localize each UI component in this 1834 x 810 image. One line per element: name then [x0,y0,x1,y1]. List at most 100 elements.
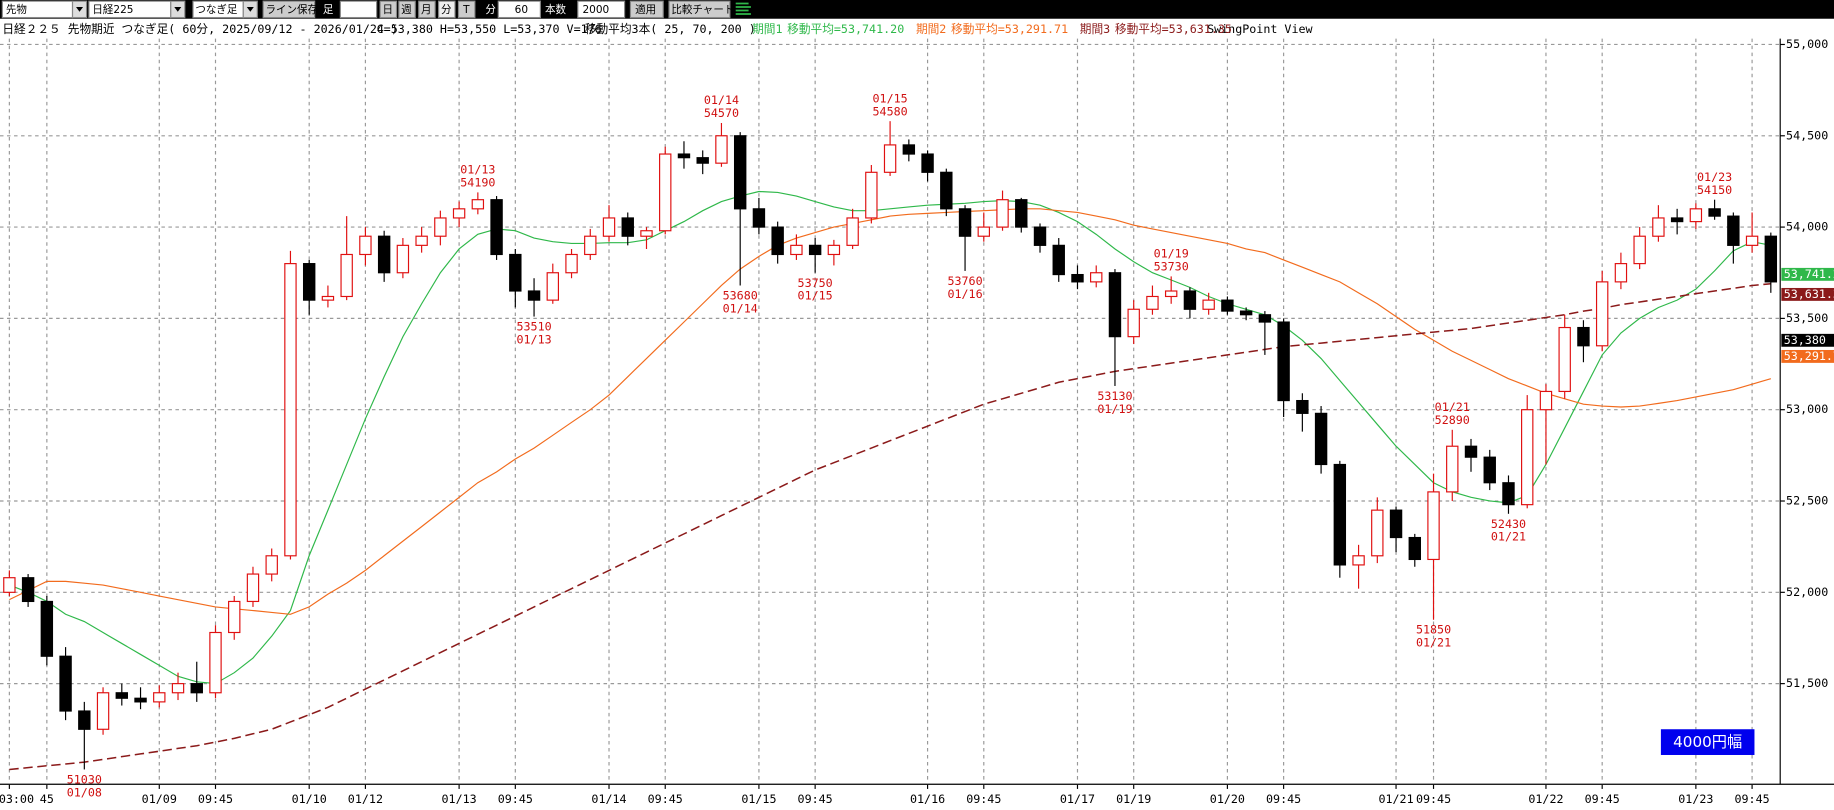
candle-body [1033,226,1047,246]
candle-body [1446,445,1459,493]
candle-body [209,631,222,694]
candle-body [940,171,953,210]
minute-field[interactable] [497,0,541,19]
ma-name: 期間1 [752,22,782,36]
candle-body [1521,409,1534,506]
swing-price: 53510 [516,320,551,334]
save-button-text: ライン保存 [266,3,319,16]
range-label: 4000円幅 [1673,733,1742,751]
minute-text: 分 [441,4,452,16]
candle-body [659,153,672,232]
x-tick-label: 45 [40,792,54,806]
x-tick-label: 09:45 [1585,792,1620,806]
candle-body [1745,235,1759,246]
ma-name: 期間3 [1080,22,1110,36]
candle-body [1427,491,1440,561]
price-tag [1781,333,1834,347]
x-tick-label: 01/14 [591,792,626,806]
day-text: 日 [382,4,393,16]
candle-body [846,217,859,246]
minute-button[interactable] [438,0,456,19]
candle-body [771,226,784,256]
chart-icon[interactable] [735,2,751,15]
swing-price: 54570 [704,106,739,120]
price-tag [1781,267,1834,281]
candle-body [996,199,1009,228]
candle-body [1764,235,1778,283]
candle-body [1296,399,1309,414]
candle-body [377,235,391,274]
candle-body [621,217,634,237]
candle-body [921,153,934,173]
candle-body [527,290,541,301]
candle-body [1146,295,1159,310]
candle-body [115,692,129,699]
x-tick-label: 01/17 [1060,792,1095,806]
x-tick-label: 09:45 [1416,792,1451,806]
swing-date: 01/16 [947,287,982,301]
candle-body [1239,310,1253,316]
range-badge: 4000円幅 [1660,729,1755,755]
candle-body [1333,463,1347,566]
candle-body [696,157,709,164]
candle-body [1352,555,1365,566]
ma-value: 移動平均=53,291.71 [951,22,1068,36]
swing-price: 53760 [947,274,982,288]
x-tick-label: 09:45 [798,792,833,806]
compare-button[interactable] [668,0,731,19]
count-field[interactable] [577,0,626,19]
candle-body [190,683,203,694]
swing-date: 01/15 [798,289,833,303]
candle-body [1015,199,1028,228]
candle-body [96,692,110,730]
apply-button[interactable] [629,0,664,19]
x-tick-label: 09:45 [1735,792,1770,806]
x-tick-label: 01/10 [292,792,327,806]
price-axis-bg [1780,38,1834,785]
month-button[interactable] [418,0,436,19]
kind-select-text: つなぎ足 [195,3,238,16]
candle-body [1633,235,1646,265]
compare-text: 比較チャート [671,3,734,16]
count-label: 本数 [545,3,567,16]
day-button[interactable] [379,0,398,19]
candle-body [265,555,278,575]
save-button[interactable] [262,0,316,19]
candle-body [1558,326,1571,393]
x-tick-label: 01/23 [1678,792,1713,806]
swing-date: 01/21 [1435,400,1470,414]
candle-body [1670,217,1684,223]
price-tag [1781,287,1834,301]
candle-body [1652,217,1665,237]
candle-body [1389,509,1403,539]
candle-body [1314,412,1328,466]
candle-body [1577,326,1590,347]
candle-body [865,171,878,219]
x-tick-label: 8 03:00 [0,792,34,806]
tick-button[interactable] [457,0,476,19]
candle-body [977,226,990,237]
toolbar: 先物 日経225 つなぎ足 ライン保存 足 日 週 月 分 T 分 60 本数 … [0,0,1834,19]
y-tick-label: 53,500 [1786,311,1828,325]
candle-body [228,600,241,634]
candle-body [1127,308,1140,338]
week-text: 週 [401,4,412,16]
candle-body [1183,290,1197,310]
candle-body [490,199,503,256]
x-tick-label: 09:45 [966,792,1001,806]
candle-body [1221,299,1234,312]
candle-body [958,208,972,237]
x-tick-label: 09:45 [498,792,533,806]
bar-field[interactable] [339,0,378,19]
week-button[interactable] [398,0,416,19]
candle-body [1164,290,1178,298]
ma-value: 移動平均=53,631.35 [1115,22,1232,36]
x-tick-label: 09:45 [648,792,683,806]
apply-text: 適用 [635,3,656,16]
month-text: 月 [421,4,432,16]
x-tick-label: 01/21 [1378,792,1413,806]
x-tick-label: 09:45 [198,792,233,806]
ma-caption: 移動平均3本( 25, 70, 200 ) [585,22,756,36]
